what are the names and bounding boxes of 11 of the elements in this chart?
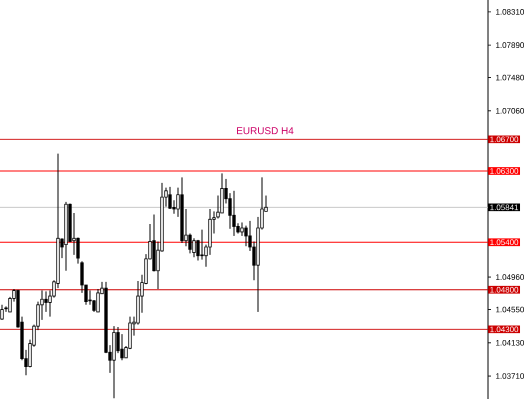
candlestick — [188, 233, 192, 254]
candlestick — [44, 290, 48, 312]
candlestick — [96, 288, 100, 312]
candlestick — [120, 334, 124, 361]
candlestick — [232, 190, 236, 236]
candlestick — [76, 237, 80, 264]
text: EURUSD H4 — [237, 127, 294, 134]
candlestick — [200, 229, 204, 260]
candlestick — [240, 222, 244, 236]
candlestick — [244, 225, 248, 247]
candlestick — [0, 304, 4, 320]
